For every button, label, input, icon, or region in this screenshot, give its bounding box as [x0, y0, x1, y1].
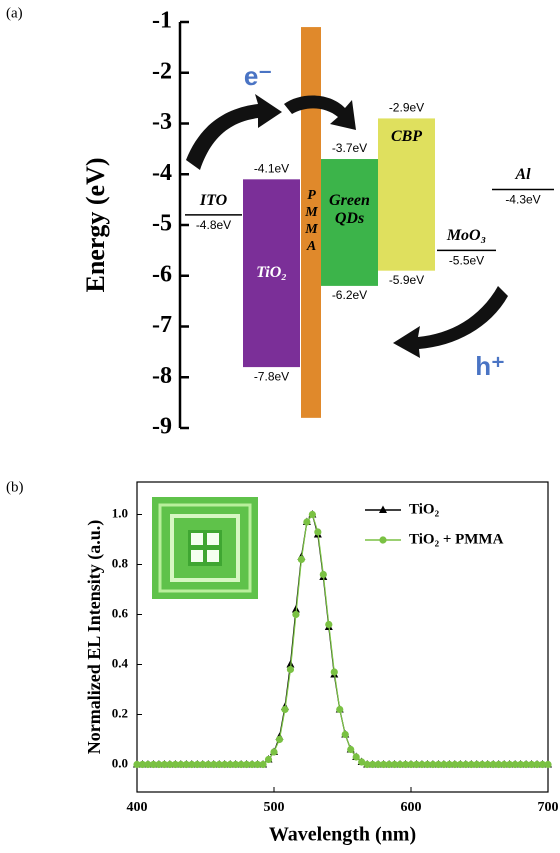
y-tick-label: 0.6: [112, 605, 129, 620]
panel-label: (b): [6, 479, 24, 495]
y-tick-label: -2: [152, 58, 172, 84]
x-tick-label: 500: [264, 800, 285, 815]
inset-photo: [152, 497, 258, 599]
marker: [331, 668, 338, 675]
marker: [281, 706, 288, 713]
legend-label: TiO₂ + PMMA: [409, 531, 504, 547]
layer-name: TiO₂: [244, 253, 299, 293]
marker: [276, 736, 283, 743]
y-tick-label: 0.4: [112, 655, 129, 670]
layer-name-box: MoO₃: [437, 216, 497, 256]
marker: [336, 706, 343, 713]
marker: [259, 761, 266, 768]
y-tick-label: -9: [152, 414, 172, 440]
layer-name-box: Al: [498, 155, 548, 195]
figure: (a) (b) -9 -8 -7 -6 -5 -4 -3 -2 -1 Energy (eV) -4.…: [0, 0, 560, 853]
y-axis-title: Normalized EL Intensity (a.u.): [84, 520, 105, 755]
layer-name: PMMA: [301, 177, 321, 267]
annotation: h⁺: [475, 351, 505, 381]
layer-name: CBP: [379, 117, 434, 157]
x-tick-label: 600: [401, 800, 422, 815]
marker: [265, 756, 272, 763]
x-axis-title: Wavelength (nm): [269, 824, 416, 846]
marker: [314, 528, 321, 535]
y-tick-label: -7: [152, 312, 172, 338]
y-tick-label: -4: [152, 160, 172, 186]
marker: [325, 621, 332, 628]
page: (a) (b) -9 -8 -7 -6 -5 -4 -3 -2 -1 Energy (eV) -4.…: [0, 0, 560, 853]
annotation: e⁻: [244, 61, 272, 91]
layer-name: ITO: [189, 181, 239, 221]
value-label: -7.8eV: [254, 369, 289, 383]
marker: [544, 761, 551, 768]
y-axis-title: Energy (eV): [81, 157, 110, 292]
marker: [292, 611, 299, 618]
value-label: -2.9eV: [389, 101, 424, 115]
marker: [379, 536, 386, 543]
y-tick-label: -3: [152, 109, 172, 135]
value-label: -6.2eV: [332, 288, 367, 302]
y-tick-label: -8: [152, 363, 172, 389]
marker: [303, 518, 310, 525]
layer-name: Al: [498, 155, 548, 195]
y-tick-label: -5: [152, 211, 172, 237]
layer-name: MoO₃: [437, 216, 497, 256]
layer-name: Green QDs: [322, 190, 377, 230]
value-label: -5.9eV: [389, 273, 424, 287]
y-tick-label: 0.0: [112, 755, 128, 770]
layer-name-box: PMMA: [301, 177, 321, 267]
layer-name-box: CBP: [379, 117, 434, 157]
marker: [347, 746, 354, 753]
marker: [342, 731, 349, 738]
layer-name-box: Green QDs: [322, 190, 377, 230]
y-tick-label: 0.2: [112, 705, 128, 720]
legend-label: TiO₂: [409, 501, 440, 517]
y-tick-label: -6: [152, 261, 172, 287]
layer-name-box: ITO: [189, 181, 239, 221]
layer-name-box: TiO₂: [244, 253, 299, 293]
marker: [298, 556, 305, 563]
marker: [287, 666, 294, 673]
x-tick-label: 400: [127, 800, 148, 815]
value-label: -3.7eV: [332, 141, 367, 155]
panel-label: (a): [6, 5, 23, 21]
value-label: -4.1eV: [254, 161, 289, 175]
marker: [320, 571, 327, 578]
marker: [270, 748, 277, 755]
y-tick-label: 0.8: [112, 555, 129, 570]
y-tick-label: 1.0: [112, 505, 128, 520]
x-tick-label: 700: [538, 800, 559, 815]
marker: [353, 753, 360, 760]
marker: [309, 511, 316, 518]
y-tick-label: -1: [152, 8, 172, 34]
